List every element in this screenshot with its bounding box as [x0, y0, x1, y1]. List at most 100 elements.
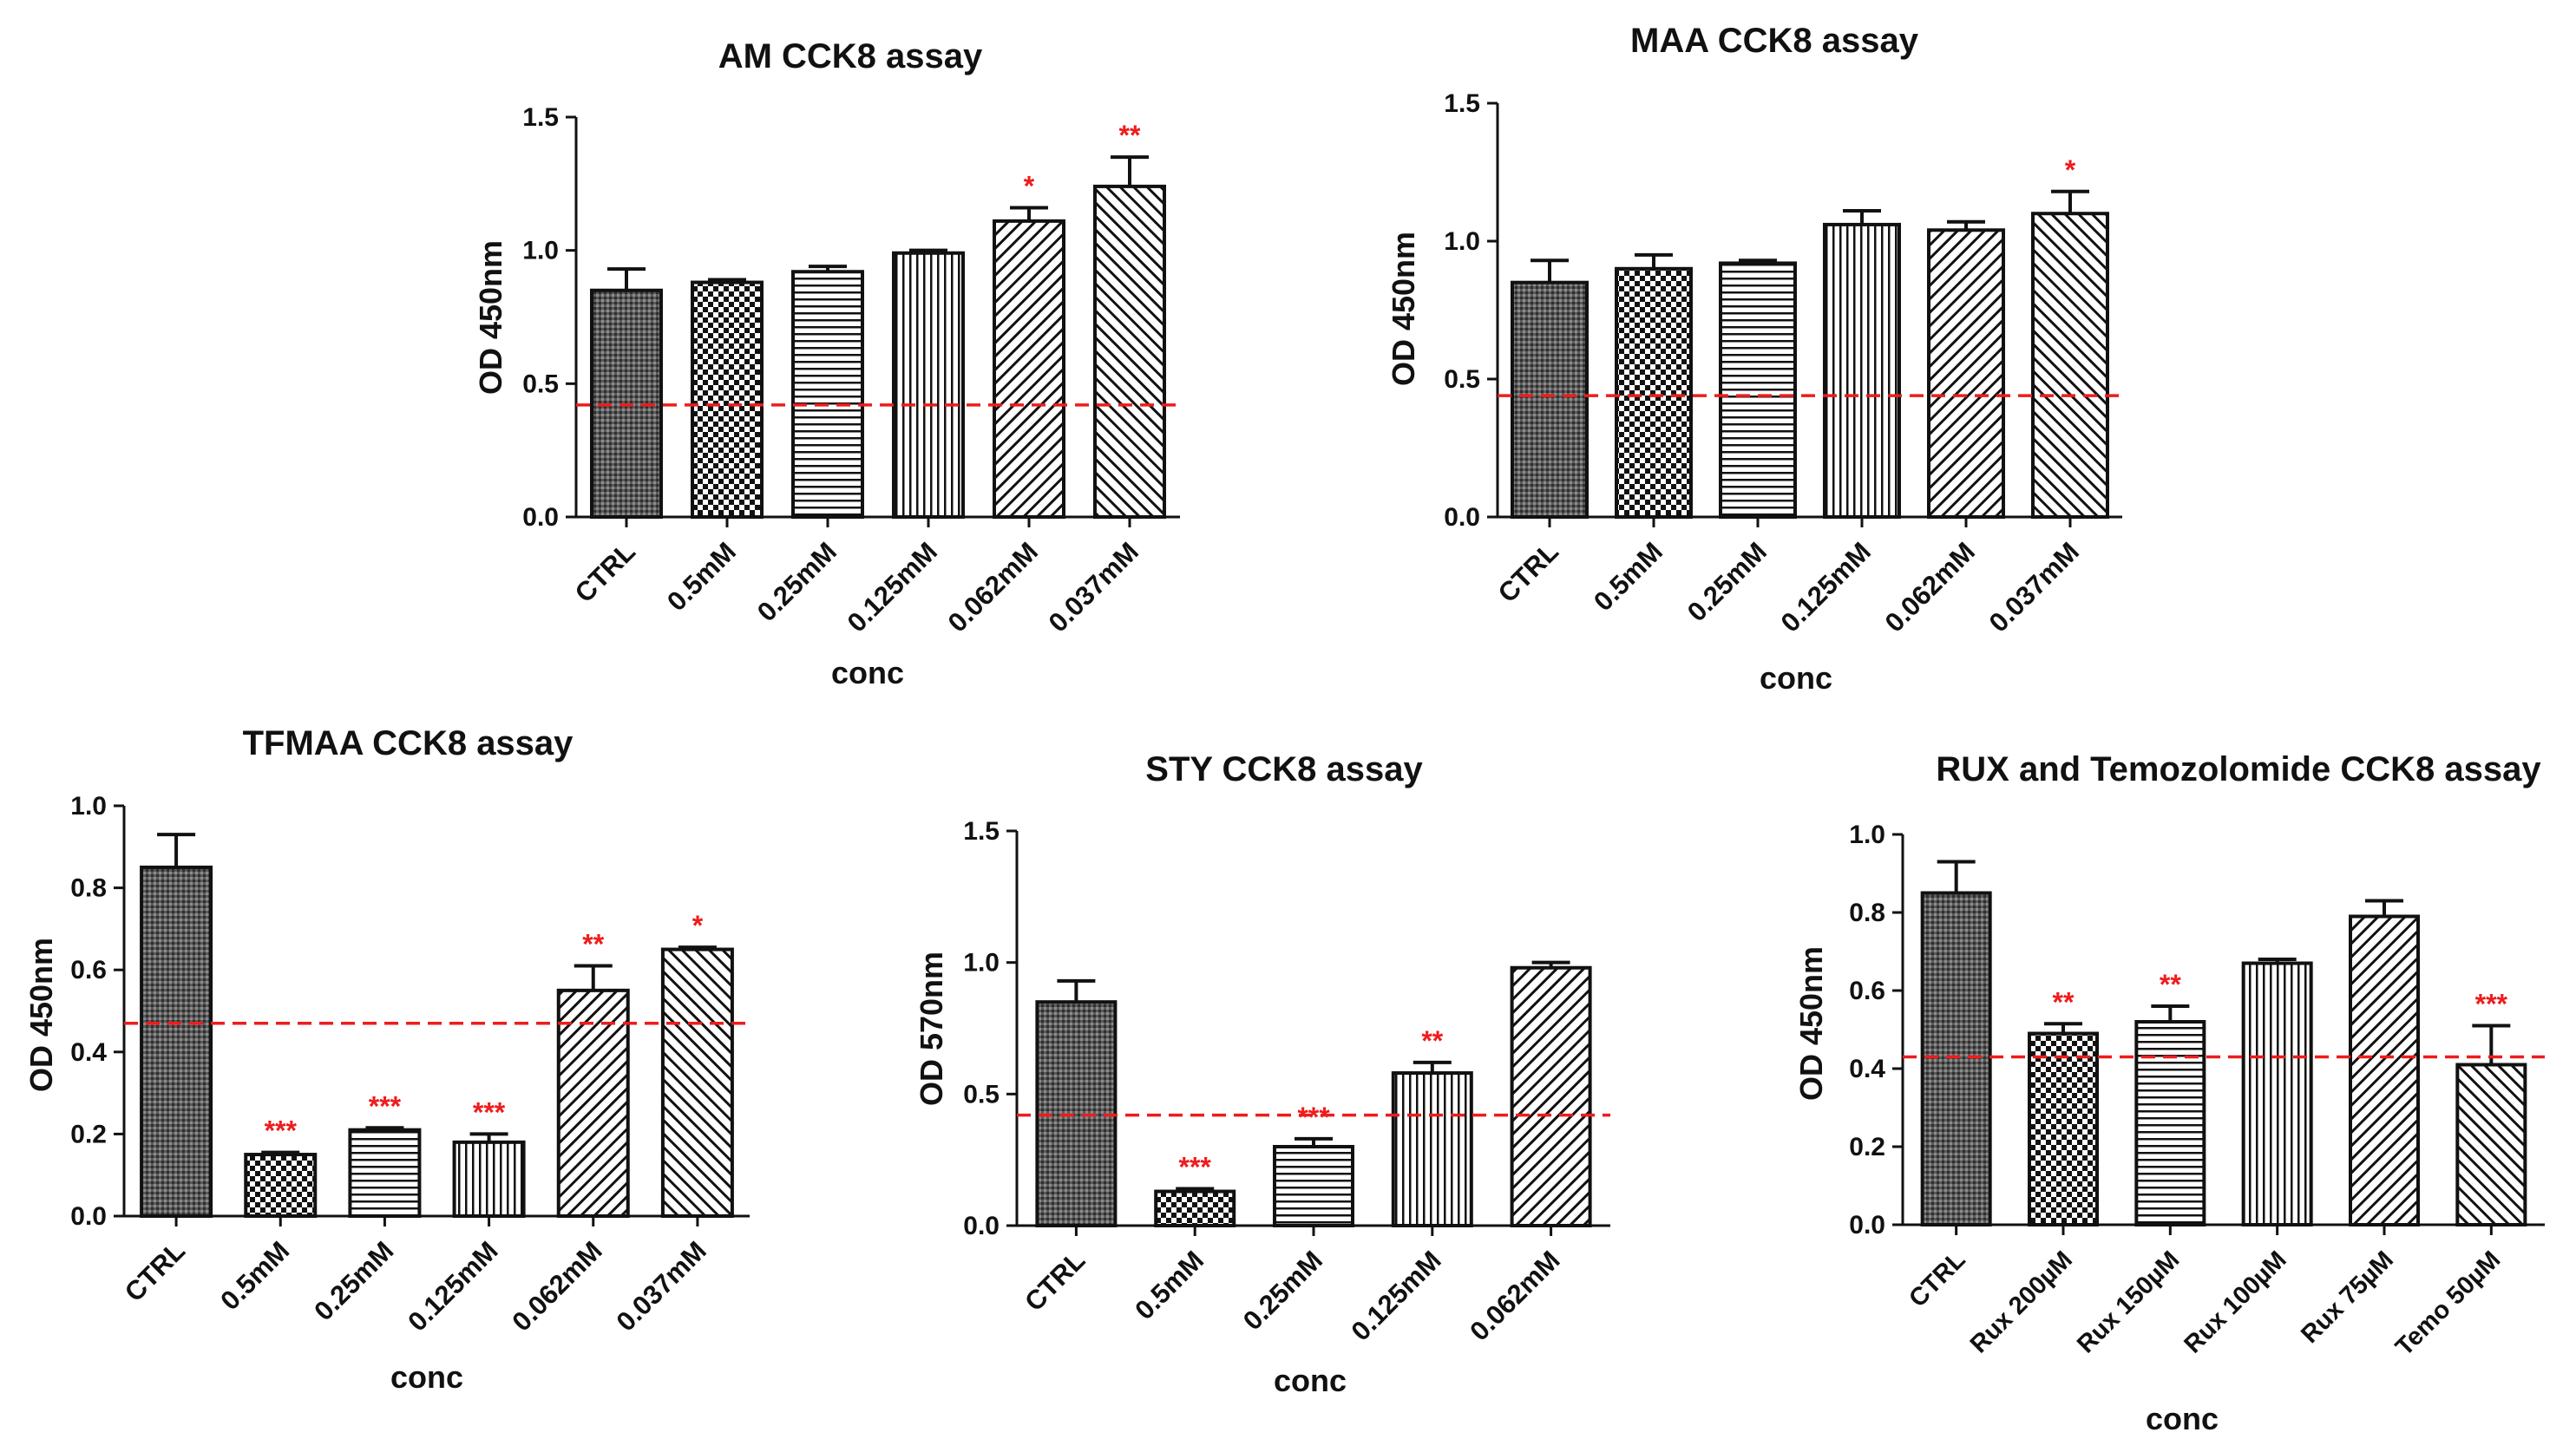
x-tick-label: Rux 200µM [1965, 1246, 2078, 1358]
bar [455, 1142, 524, 1216]
bar [692, 283, 762, 517]
x-tick-label: CTRL [1904, 1246, 1970, 1312]
bar [141, 867, 211, 1216]
significance-marker: * [1024, 170, 1035, 201]
y-tick-label: 1.5 [522, 103, 559, 132]
y-tick-label: 0.5 [522, 370, 559, 398]
plot-area: 0.0 0.5 1.0 1.5 CTRL 0.5mM *** 0.25mM *** 0.125mM… [963, 817, 1610, 1347]
significance-marker: *** [1297, 1102, 1330, 1133]
chart-sty: STY CCK8 assay OD 570nm conc 0.00.51.01.… [914, 750, 1610, 1398]
bar [994, 221, 1064, 517]
y-tick-label: 0.0 [963, 1212, 1000, 1240]
x-tick-label: 0.5mM [661, 536, 742, 617]
y-tick-label: 0.6 [1849, 977, 1885, 1005]
x-axis-label: conc [1274, 1363, 1347, 1398]
x-tick-label: 0.25mM [751, 536, 842, 627]
y-tick-label: 1.5 [963, 817, 1000, 846]
significance-marker: *** [265, 1115, 298, 1147]
bar [1923, 893, 1990, 1226]
y-tick-label: 0.0 [1849, 1211, 1885, 1239]
y-tick-label: 0.8 [1849, 899, 1885, 927]
x-tick-label: 0.125mM [842, 536, 943, 638]
bar [2457, 1065, 2525, 1226]
bar [2029, 1034, 2097, 1226]
chart-title: TFMAA CCK8 assay [243, 724, 574, 762]
y-axis-label: OD 450nm [1793, 946, 1829, 1101]
chart-tfmaa: TFMAA CCK8 assay OD 450nm conc 0.0 0.2 0.4… [23, 724, 750, 1395]
x-tick-label: 0.062mM [1464, 1245, 1565, 1346]
x-tick-label: 0.062mM [942, 536, 1044, 638]
figure-canvas: AM CCK8 assay OD 450nm conc 0.0 0.5 1.0 1.5… [0, 0, 2576, 1452]
bar [246, 1154, 315, 1216]
x-tick-label: 0.125mM [402, 1235, 503, 1337]
bar [1393, 1073, 1472, 1226]
significance-marker: * [692, 910, 704, 941]
y-tick-label: 1.5 [1444, 89, 1480, 118]
bar [1095, 186, 1164, 517]
bar [1721, 263, 1795, 517]
bar [2350, 917, 2418, 1226]
y-tick-label: 0.4 [70, 1038, 107, 1067]
y-tick-label: 0.4 [1849, 1055, 1885, 1083]
x-tick-label: 0.037mM [611, 1235, 712, 1337]
bar [2244, 964, 2311, 1226]
x-axis-label: conc [1760, 660, 1832, 696]
x-tick-label: 0.25mM [1237, 1245, 1328, 1336]
y-tick-label: 1.0 [963, 949, 1000, 978]
x-tick-label: 0.125mM [1775, 536, 1877, 638]
significance-marker: *** [473, 1096, 506, 1128]
chart-title: AM CCK8 assay [718, 37, 983, 75]
y-tick-label: 0.6 [70, 956, 107, 984]
bar [1156, 1192, 1234, 1226]
y-axis-label: OD 450nm [473, 240, 508, 395]
x-tick-label: 0.5mM [1588, 536, 1668, 617]
x-tick-label: 0.5mM [214, 1235, 295, 1316]
x-tick-label: CTRL [119, 1235, 191, 1307]
y-tick-label: 1.0 [1444, 227, 1480, 256]
x-tick-label: 0.5mM [1129, 1245, 1209, 1325]
x-tick-label: Rux 100µM [2179, 1246, 2291, 1358]
significance-marker: ** [1421, 1025, 1443, 1056]
x-tick-label: 0.037mM [1043, 536, 1144, 638]
significance-marker: *** [369, 1090, 402, 1122]
x-tick-label: 0.062mM [1879, 536, 1981, 638]
y-tick-label: 1.0 [70, 792, 107, 821]
x-tick-label: 0.25mM [1681, 536, 1773, 627]
y-tick-label: 0.2 [70, 1120, 107, 1148]
y-tick-label: 0.0 [522, 503, 559, 532]
x-axis-label: conc [390, 1359, 463, 1395]
x-tick-label: CTRL [1019, 1245, 1091, 1317]
x-axis-label: conc [2146, 1401, 2219, 1436]
significance-marker: * [2065, 154, 2076, 186]
x-tick-label: Temo 50µM [2390, 1246, 2506, 1361]
x-tick-label: 0.125mM [1345, 1245, 1446, 1346]
chart-am: AM CCK8 assay OD 450nm conc 0.0 0.5 1.0 1.5… [473, 37, 1180, 690]
y-axis-label: OD 450nm [23, 938, 59, 1092]
y-tick-label: 0.8 [70, 874, 107, 903]
chart-maa: MAA CCK8 assay OD 450nm conc 0.0 0.5 1.0 1.… [1386, 22, 2122, 696]
bar [1616, 269, 1691, 517]
x-tick-label: CTRL [1492, 536, 1564, 608]
chart-title: RUX and Temozolomide CCK8 assay [1936, 750, 2541, 788]
bar [1275, 1147, 1353, 1226]
bar [663, 950, 732, 1216]
x-tick-label: 0.25mM [308, 1235, 399, 1326]
x-tick-label: CTRL [569, 536, 641, 608]
chart-title: MAA CCK8 assay [1630, 22, 1919, 60]
y-tick-label: 0.0 [1444, 503, 1480, 532]
x-tick-label: Rux 150µM [2072, 1246, 2185, 1358]
x-tick-label: 0.062mM [506, 1235, 607, 1337]
chart-rux: RUX and Temozolomide CCK8 assay OD 450nm… [1793, 750, 2545, 1436]
y-tick-label: 0.2 [1849, 1133, 1885, 1161]
y-axis-label: OD 570nm [914, 952, 949, 1106]
bar [1825, 225, 1899, 517]
bar [793, 271, 862, 517]
y-axis-label: OD 450nm [1386, 232, 1421, 386]
x-tick-label: Rux 75µM [2296, 1246, 2399, 1349]
x-axis-label: conc [831, 655, 904, 690]
y-tick-label: 0.5 [1444, 365, 1480, 394]
significance-marker: *** [1179, 1152, 1212, 1183]
